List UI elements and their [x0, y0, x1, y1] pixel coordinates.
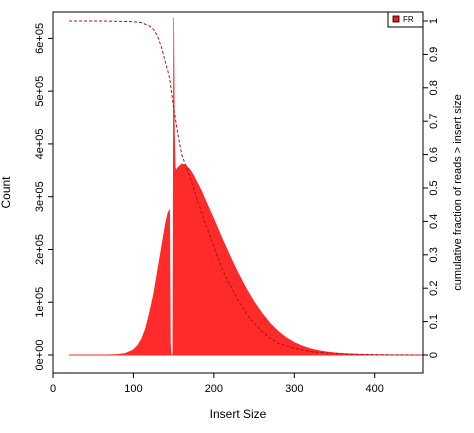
y2-tick-label: 0.9	[428, 47, 440, 62]
x-tick-label: 400	[366, 383, 384, 395]
cumulative-layer	[69, 20, 424, 356]
cumulative-fraction-line	[69, 20, 424, 356]
y2-tick-label: 0	[428, 352, 440, 358]
legend: FR	[387, 11, 424, 28]
y2-tick-label: 1	[428, 18, 440, 24]
y-tick-label: 2e+05	[34, 234, 46, 265]
y2-tick-label: 0.2	[428, 281, 440, 296]
x-tick-label: 300	[285, 383, 303, 395]
y2-tick-label: 0.6	[428, 147, 440, 162]
y2-tick-label: 0.1	[428, 314, 440, 329]
y-tick-label: 6e+05	[34, 23, 46, 54]
y2-tick-label: 0.4	[428, 214, 440, 229]
y2-tick-label: 0.8	[428, 80, 440, 95]
y2-axis-label: cumulative fraction of reads > insert si…	[452, 94, 464, 291]
y-tick-label: 1e+05	[34, 287, 46, 318]
x-tick-label: 0	[50, 383, 56, 395]
x-tick-label: 200	[205, 383, 223, 395]
legend-label-fr: FR	[403, 15, 414, 24]
y-axis-label: Count	[0, 176, 13, 209]
y2-tick-label: 0.5	[428, 180, 440, 195]
y-tick-label: 4e+05	[34, 128, 46, 159]
plot-frame	[52, 11, 424, 374]
x-axis-label: Insert Size	[210, 407, 267, 421]
y-tick-label: 5e+05	[34, 76, 46, 107]
y2-tick-label: 0.3	[428, 247, 440, 262]
legend-swatch-fr	[392, 15, 400, 23]
histogram-area	[69, 17, 424, 356]
x-axis: 0 100 200 300 400	[50, 373, 384, 395]
y-axis-left: 0e+00 1e+05 2e+05 3e+05 4e+05 5e+05 6e+05	[34, 23, 53, 371]
y-tick-label: 0e+00	[34, 340, 46, 371]
histogram-layer	[69, 17, 424, 356]
y2-tick-label: 0.7	[428, 114, 440, 129]
y-axis-right: 0 0.1 0.2 0.3 0.4 0.5 0.6 0.7 0.8 0.9 1	[423, 18, 440, 358]
y-tick-label: 3e+05	[34, 181, 46, 212]
x-tick-label: 100	[124, 383, 142, 395]
